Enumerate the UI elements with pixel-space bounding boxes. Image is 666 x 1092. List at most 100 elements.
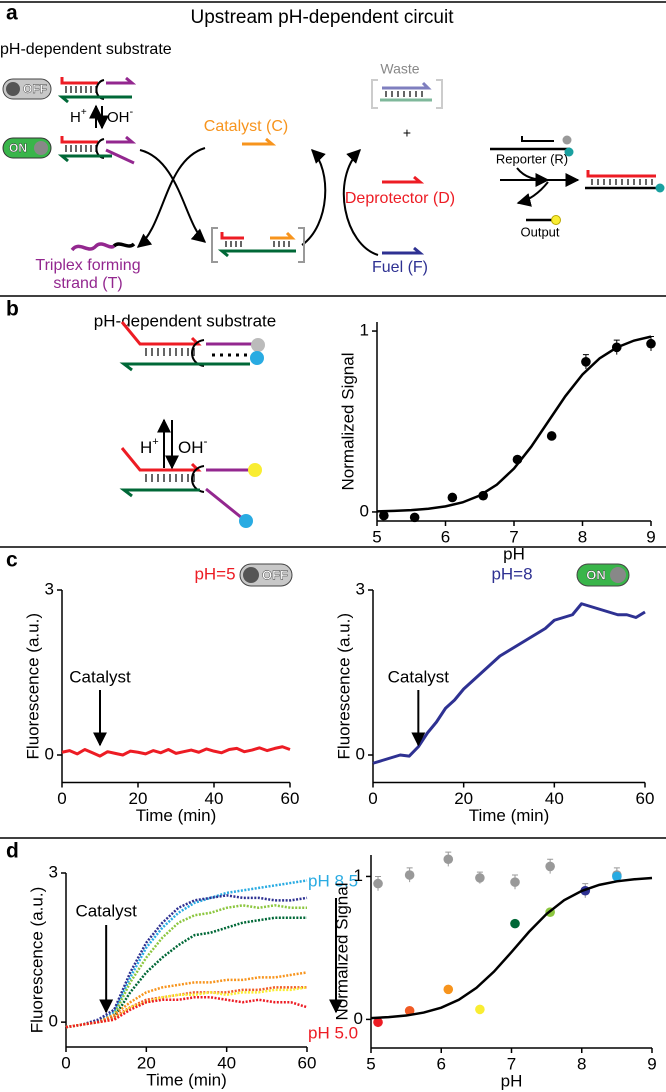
- y-axis-label: Normalized Signal: [332, 883, 351, 1021]
- y-tick-label: 0: [360, 501, 369, 520]
- x-tick-label: 7: [507, 1054, 516, 1073]
- toggle-off: OFF: [2, 78, 52, 100]
- catalyst-strand: [242, 137, 277, 146]
- y-tick-label: 0: [49, 1012, 58, 1031]
- point: [510, 918, 520, 929]
- point: [409, 512, 420, 523]
- plus: +: [403, 125, 411, 141]
- y-tick-label: 3: [45, 579, 54, 598]
- point: [404, 870, 415, 880]
- arrow: [139, 149, 207, 243]
- output-dye: [551, 215, 561, 225]
- fit-line: [370, 876, 653, 1020]
- arrow: [301, 149, 327, 246]
- x-axis-label: pH: [503, 544, 525, 563]
- data-line: [372, 602, 646, 765]
- x-tick-label: 60: [636, 789, 655, 808]
- x-tick-label: 5: [366, 1054, 375, 1073]
- data-line: [65, 986, 308, 1029]
- substrate-off: [57, 76, 137, 104]
- toggle-label: ON: [9, 141, 27, 155]
- annotation: Catalyst: [69, 667, 131, 686]
- x-tick-label: 6: [437, 1054, 446, 1073]
- panel-title: Upstream pH-dependent circuit: [191, 7, 455, 28]
- toggle-label: OFF: [23, 82, 47, 96]
- point: [581, 357, 591, 367]
- annotation: Catalyst: [388, 667, 450, 686]
- deprotector-label: Deprotector (D): [345, 190, 455, 207]
- reporter-label: Reporter (R): [496, 151, 568, 166]
- point: [443, 984, 454, 995]
- panel-label: b: [6, 298, 19, 321]
- data-line: [65, 916, 307, 1029]
- panel-b-diagram: pH-dependent substrate H+ OH-: [94, 311, 276, 528]
- x-tick-label: 40: [545, 789, 564, 808]
- data-line: [65, 894, 308, 1029]
- intermediate-complex: [211, 227, 305, 263]
- waste-complex: [371, 79, 443, 109]
- toggle-knob: [243, 567, 259, 583]
- arrow: [342, 149, 379, 256]
- x-tick-label: 60: [281, 789, 300, 808]
- proton-label: H+: [140, 436, 159, 458]
- x-tick-label: 9: [646, 527, 655, 546]
- toggle-label: OFF: [262, 567, 288, 582]
- y-tick-label: 0: [356, 744, 365, 763]
- point: [443, 854, 454, 865]
- arrow: [516, 181, 549, 207]
- point: [404, 1006, 415, 1016]
- fit-line: [376, 335, 652, 513]
- point: [612, 871, 622, 882]
- x-axis-label: Time (min): [146, 1070, 227, 1089]
- point: [475, 873, 485, 883]
- x-axis-label: Time (min): [469, 806, 550, 825]
- point: [475, 1004, 485, 1015]
- x-tick-label: 20: [454, 789, 473, 808]
- triplex-label: Triplex forming: [35, 257, 140, 274]
- triplex-strand: [70, 242, 116, 252]
- x-tick-label: 20: [137, 1053, 156, 1072]
- point: [373, 1017, 383, 1028]
- data-line: [65, 879, 308, 1029]
- x-tick-label: 40: [205, 789, 224, 808]
- panel-title: pH-dependent substrate: [94, 311, 276, 330]
- annotation: Catalyst: [75, 901, 137, 920]
- y-tick-label: 0: [354, 1009, 363, 1028]
- product: [585, 170, 665, 193]
- data-line: [65, 971, 308, 1029]
- toggle-label: ON: [586, 567, 606, 582]
- point: [379, 510, 389, 521]
- arrow: [136, 147, 206, 248]
- panel-a: Upstream pH-dependent circuit pH-depende…: [0, 7, 665, 292]
- y-tick-label: 3: [49, 862, 58, 881]
- triplex-label: strand (T): [53, 275, 122, 292]
- catalyst-label: Catalyst (C): [204, 118, 288, 135]
- hydroxide-label: OH-: [178, 434, 208, 457]
- x-tick-label: 8: [577, 1054, 586, 1073]
- substrate-on: [57, 135, 137, 165]
- x-tick-label: 0: [368, 789, 377, 808]
- data-line: [65, 996, 308, 1029]
- y-axis-label: Fluorescence (a.u.): [27, 887, 46, 1033]
- reporter: [490, 135, 574, 157]
- y-tick-label: 3: [356, 579, 365, 598]
- y-tick-label: 0: [45, 744, 54, 763]
- substrate-open: [119, 447, 262, 528]
- series-annotation: pH 5.0: [308, 1023, 358, 1042]
- hydroxide-label: OH-: [107, 106, 134, 126]
- x-tick-label: 20: [129, 789, 148, 808]
- point: [545, 861, 555, 872]
- toggle-on: ON: [2, 137, 52, 159]
- point: [546, 431, 557, 441]
- point: [510, 877, 520, 887]
- x-tick-label: 0: [57, 789, 66, 808]
- y-tick-label: 1: [354, 866, 363, 885]
- panel-label: c: [6, 549, 18, 572]
- output-label: Output: [520, 224, 559, 239]
- triplex-strand: [112, 242, 136, 248]
- y-tick-label: 1: [360, 321, 369, 340]
- x-tick-label: 9: [647, 1054, 656, 1073]
- data-line: [61, 745, 291, 758]
- x-tick-label: 40: [217, 1053, 236, 1072]
